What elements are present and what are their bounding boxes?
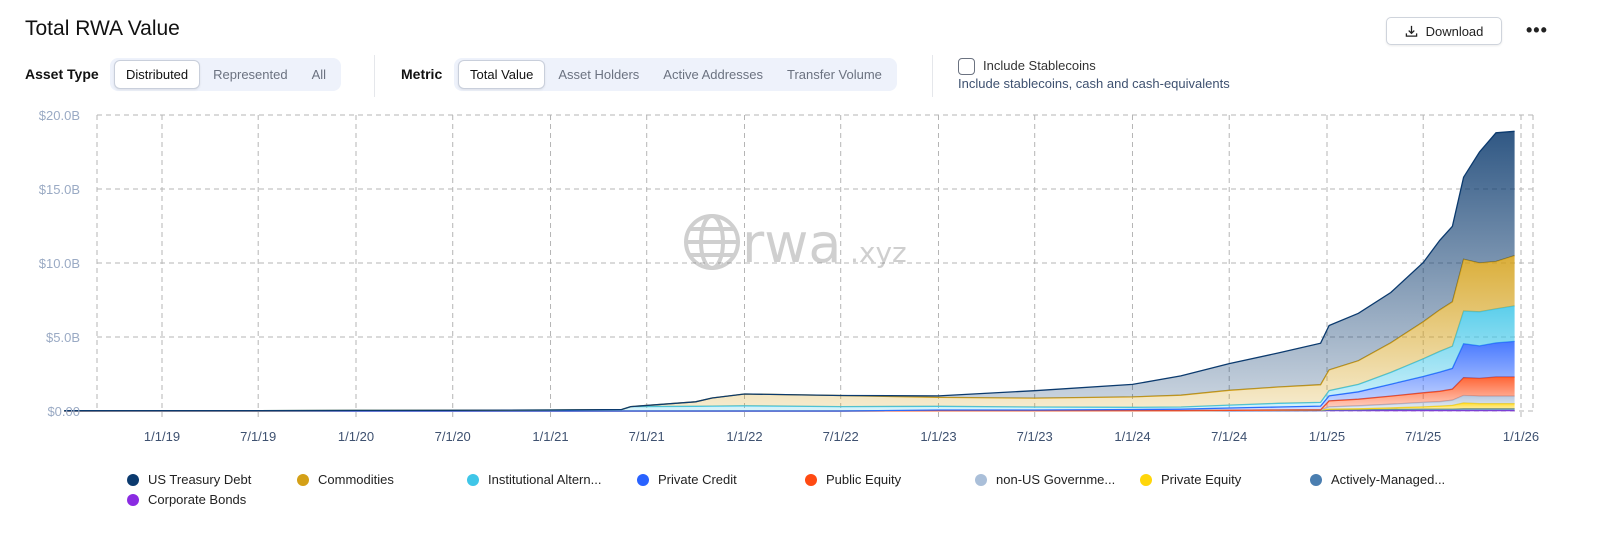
x-tick-label: 7/1/20 [435, 429, 471, 444]
x-tick-label: 1/1/22 [726, 429, 762, 444]
x-tick-label: 1/1/19 [144, 429, 180, 444]
legend-label: Corporate Bonds [148, 492, 247, 507]
legend-swatch [1310, 473, 1322, 486]
download-button[interactable]: Download [1386, 17, 1502, 45]
download-label: Download [1425, 23, 1484, 39]
watermark-text: rwa [742, 212, 841, 275]
metric-transfer-volume[interactable]: Transfer Volume [787, 67, 882, 82]
asset-type-distributed[interactable]: Distributed [114, 60, 201, 89]
watermark-suffix: .xyz [850, 236, 907, 269]
legend-label: Actively-Managed... [1331, 472, 1446, 487]
legend-label: non-US Governme... [996, 472, 1116, 487]
legend-item[interactable]: Private Equity [1140, 472, 1241, 487]
stacked-area-chart: rwa .xyz $0.00 $5.0B $10.0B $15.0B $20.0B 1/… [39, 108, 1539, 444]
legend-swatch [127, 493, 139, 506]
legend-item[interactable]: Corporate Bonds [127, 492, 246, 507]
metric-selector: Total Value Asset Holders Active Address… [454, 58, 897, 91]
include-stablecoins-description: Include stablecoins, cash and cash-equiv… [958, 76, 1230, 91]
page-title: Total RWA Value [25, 17, 180, 40]
asset-type-label: Asset Type [25, 66, 99, 82]
metric-total-value[interactable]: Total Value [458, 60, 546, 89]
legend-label: Private Equity [1161, 472, 1242, 487]
legend-item[interactable]: Commodities [297, 472, 394, 487]
include-stablecoins-label[interactable]: Include Stablecoins [983, 58, 1096, 73]
legend-item[interactable]: US Treasury Debt [127, 472, 251, 487]
legend-label: Public Equity [826, 472, 902, 487]
y-tick-label: $20.0B [39, 108, 80, 123]
x-tick-label: 7/1/23 [1017, 429, 1053, 444]
legend-swatch [637, 473, 649, 486]
x-tick-label: 1/1/24 [1114, 429, 1150, 444]
x-tick-label: 7/1/21 [629, 429, 665, 444]
download-icon [1405, 25, 1417, 37]
x-tick-label: 1/1/21 [532, 429, 568, 444]
asset-type-selector: Distributed Represented All [110, 58, 342, 91]
legend-label: Institutional Altern... [488, 472, 602, 487]
y-tick-label: $15.0B [39, 182, 80, 197]
legend-swatch [805, 473, 817, 486]
legend-item[interactable]: Actively-Managed... [1310, 472, 1445, 487]
legend-item[interactable]: Private Credit [637, 472, 737, 487]
y-tick-label: $5.0B [46, 330, 80, 345]
legend-swatch [1140, 473, 1152, 486]
y-tick-label: $10.0B [39, 256, 80, 271]
divider [932, 55, 933, 97]
x-tick-label: 1/1/25 [1309, 429, 1345, 444]
divider [374, 55, 375, 97]
legend-item[interactable]: Public Equity [805, 472, 901, 487]
legend-swatch [467, 473, 479, 486]
x-tick-label: 1/1/26 [1503, 429, 1539, 444]
metric-active-addresses[interactable]: Active Addresses [663, 67, 763, 82]
x-tick-label: 7/1/25 [1405, 429, 1441, 444]
metric-asset-holders[interactable]: Asset Holders [558, 67, 640, 82]
legend-label: US Treasury Debt [148, 472, 252, 487]
legend-label: Private Credit [658, 472, 737, 487]
asset-type-all[interactable]: All [311, 67, 327, 82]
metric-label: Metric [401, 66, 443, 82]
legend-swatch [297, 473, 309, 486]
include-stablecoins-checkbox[interactable] [958, 58, 975, 75]
x-tick-label: 7/1/19 [240, 429, 276, 444]
legend-swatch [975, 473, 987, 486]
more-options-icon[interactable]: ••• [1526, 20, 1548, 40]
globe-icon [684, 214, 740, 270]
legend-item[interactable]: non-US Governme... [975, 472, 1115, 487]
x-tick-label: 1/1/20 [338, 429, 374, 444]
legend-label: Commodities [318, 472, 394, 487]
y-tick-label: $0.00 [47, 404, 80, 419]
x-tick-label: 7/1/24 [1211, 429, 1247, 444]
x-tick-label: 7/1/22 [823, 429, 859, 444]
asset-type-represented[interactable]: Represented [213, 67, 288, 82]
legend-item[interactable]: Institutional Altern... [467, 472, 601, 487]
area-commodities [64, 255, 1515, 411]
legend-swatch [127, 473, 139, 486]
line-us-treasury-debt [64, 130, 1515, 412]
watermark: rwa .xyz [684, 212, 907, 275]
x-tick-label: 1/1/23 [920, 429, 956, 444]
